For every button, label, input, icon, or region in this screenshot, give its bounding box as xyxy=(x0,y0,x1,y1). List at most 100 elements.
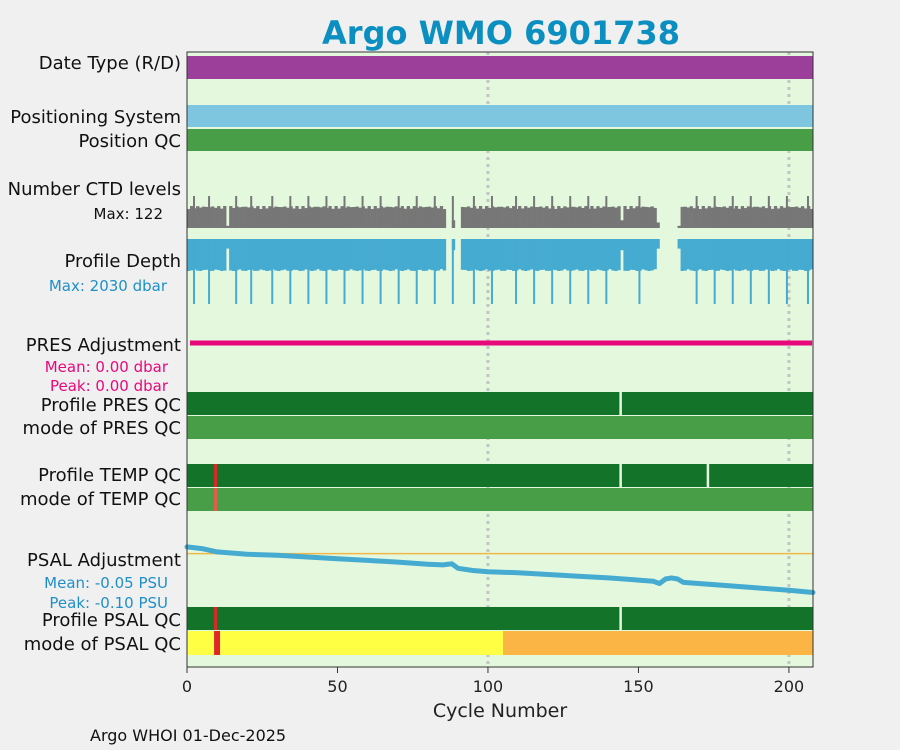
ctd-levels-bar xyxy=(259,208,263,228)
x-tick-label: 100 xyxy=(473,677,504,696)
ctd-levels-spike xyxy=(361,196,364,228)
label-date-type: Date Type (R/D) xyxy=(39,53,181,74)
profile-depth-bar xyxy=(466,239,471,271)
ctd-levels-bar xyxy=(400,206,404,228)
footer-credit: Argo WHOI 01-Dec-2025 xyxy=(90,726,286,745)
profile-depth-bar xyxy=(247,239,251,270)
ctd-levels-spike xyxy=(325,196,328,228)
ctd-levels-bar xyxy=(286,207,290,228)
ctd-levels-spike xyxy=(379,196,382,228)
profile-depth-deep-bar xyxy=(587,239,590,304)
profile-depth-deep-bar xyxy=(193,239,196,304)
positioning-system-band xyxy=(187,105,813,127)
ctd-levels-bar xyxy=(542,207,546,228)
ctd-levels-bar xyxy=(752,206,757,228)
profile-depth-bar xyxy=(506,239,510,270)
profile-depth-bar xyxy=(295,239,299,270)
profile-depth-bar xyxy=(484,239,489,270)
ctd-levels-bar xyxy=(728,206,733,228)
ctd-levels-spike xyxy=(415,196,418,228)
ctd-levels-bar xyxy=(620,220,624,228)
ctd-levels-bar xyxy=(701,206,705,228)
profile-depth-bar xyxy=(791,239,796,271)
ctd-levels-bar xyxy=(214,207,218,228)
ctd-levels-bar xyxy=(500,206,504,228)
ctd-levels-bar xyxy=(509,208,513,228)
profile-depth-bar xyxy=(599,239,603,271)
profile-depth-bar xyxy=(256,239,260,271)
profile-depth-bar xyxy=(232,239,236,272)
profile-depth-bar xyxy=(800,239,805,270)
profile-depth-bar xyxy=(707,239,711,271)
ctd-levels-spike xyxy=(749,196,752,228)
ctd-levels-bar xyxy=(439,206,444,228)
x-tick-label: 150 xyxy=(623,677,654,696)
profile-depth-deep-bar xyxy=(533,239,536,304)
profile-depth-bar xyxy=(719,239,724,270)
profile-depth-bar xyxy=(623,239,627,271)
ctd-levels-bar xyxy=(337,208,341,228)
ctd-levels-bar xyxy=(629,206,633,228)
ctd-levels-bar xyxy=(355,206,359,228)
label-profile-psal-qc: Profile PSAL QC xyxy=(42,610,181,631)
profile-psal-qc-fail-mark xyxy=(214,607,218,630)
ctd-levels-bar xyxy=(256,206,260,228)
profile-temp-qc-fail-mark xyxy=(214,464,218,487)
profile-depth-bar xyxy=(542,239,546,270)
profile-depth-deep-bar xyxy=(235,239,238,304)
profile-depth-bar xyxy=(391,239,395,271)
ctd-levels-bar xyxy=(686,207,690,228)
profile-depth-bar xyxy=(797,239,802,270)
profile-depth-bar xyxy=(608,239,612,270)
profile-depth-bar xyxy=(686,239,690,270)
profile-depth-bar xyxy=(779,239,784,271)
profile-depth-bar xyxy=(316,239,320,270)
ctd-levels-bar xyxy=(788,207,793,228)
profile-depth-bar xyxy=(692,239,696,272)
profile-depth-bar xyxy=(382,239,386,270)
profile-depth-deep-bar xyxy=(551,239,554,304)
label-depth-max: Max: 2030 dbar xyxy=(49,277,168,295)
profile-depth-bar xyxy=(373,239,377,270)
profile-depth-bar xyxy=(403,239,408,271)
profile-depth-bar xyxy=(617,239,621,271)
ctd-levels-bar xyxy=(346,206,350,228)
profile-depth-bar xyxy=(545,239,549,271)
ctd-levels-bar xyxy=(442,209,447,228)
profile-depth-bar xyxy=(683,239,687,271)
ctd-levels-bar xyxy=(211,206,215,228)
ctd-levels-bar xyxy=(575,207,579,228)
profile-psal-qc-gap-mark xyxy=(619,607,622,630)
profile-depth-bar xyxy=(557,239,561,271)
ctd-levels-spike xyxy=(451,196,454,228)
ctd-levels-spike xyxy=(569,196,572,228)
profile-depth-bar xyxy=(364,239,368,271)
ctd-levels-bar xyxy=(548,208,552,228)
ctd-levels-bar xyxy=(223,206,227,228)
profile-depth-bar xyxy=(331,239,335,271)
profile-depth-bar xyxy=(217,239,221,271)
ctd-levels-bar xyxy=(599,207,603,228)
ctd-levels-bar xyxy=(779,206,784,228)
profile-depth-bar xyxy=(481,239,486,271)
ctd-levels-bar xyxy=(689,206,693,228)
profile-depth-bar xyxy=(406,239,411,270)
label-mode-pres-qc: mode of PRES QC xyxy=(23,418,181,439)
profile-depth-deep-bar xyxy=(433,239,436,304)
mode-psal-qc-segment xyxy=(214,631,221,655)
profile-depth-deep-bar xyxy=(767,239,770,304)
label-position-qc: Position QC xyxy=(78,131,181,152)
profile-depth-bar xyxy=(503,239,507,271)
profile-depth-bar xyxy=(298,239,302,271)
profile-depth-deep-bar xyxy=(325,239,328,304)
ctd-levels-bar xyxy=(530,206,534,228)
profile-depth-bar xyxy=(650,239,654,271)
profile-depth-bar xyxy=(262,239,266,271)
profile-depth-bar xyxy=(524,239,528,272)
profile-depth-deep-bar xyxy=(569,239,572,304)
profile-pres-qc-band xyxy=(187,392,813,415)
ctd-levels-bar xyxy=(512,206,516,228)
ctd-levels-bar xyxy=(331,208,335,228)
profile-depth-deep-bar xyxy=(379,239,382,304)
profile-depth-bar xyxy=(196,239,200,271)
